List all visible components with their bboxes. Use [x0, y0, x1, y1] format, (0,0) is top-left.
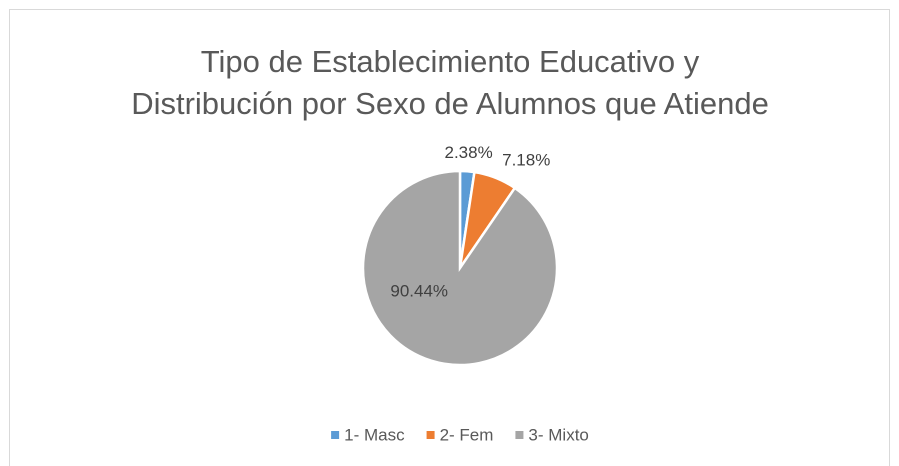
legend-swatch [515, 431, 524, 439]
legend-label: 1- Masc [344, 425, 405, 444]
data-label: 7.18% [502, 150, 550, 169]
legend-label: 2- Fem [440, 425, 494, 444]
chart-title: Distribución por Sexo de Alumnos que Ati… [131, 86, 769, 121]
legend-swatch [331, 431, 340, 439]
chart-title: Tipo de Establecimiento Educativo y [201, 44, 700, 79]
data-label: 2.38% [444, 143, 492, 162]
pie-slice [361, 169, 559, 367]
legend-swatch [426, 431, 435, 439]
legend-label: 3- Mixto [528, 425, 588, 444]
data-label: 90.44% [390, 281, 448, 300]
